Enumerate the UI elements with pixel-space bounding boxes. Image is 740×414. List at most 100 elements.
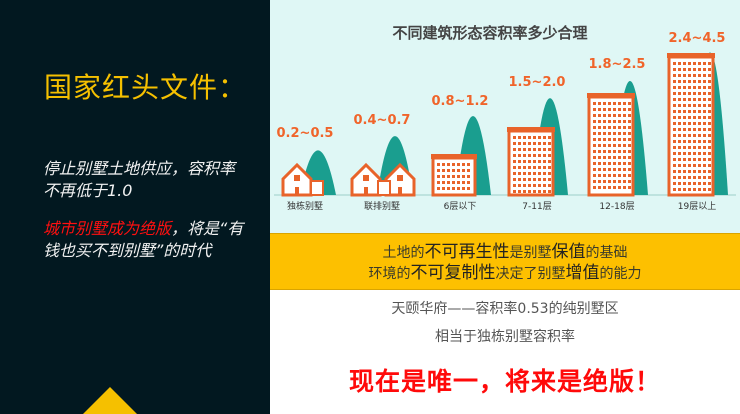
window — [693, 80, 696, 83]
project-note-2: 相当于独栋别墅容积率 — [435, 329, 575, 345]
window — [523, 142, 526, 145]
window — [533, 190, 536, 193]
window — [618, 102, 621, 105]
window — [678, 110, 681, 113]
window — [708, 170, 711, 173]
window — [693, 182, 696, 185]
window — [603, 102, 606, 105]
window — [462, 169, 465, 172]
window — [452, 169, 455, 172]
window — [698, 152, 701, 155]
window — [598, 144, 601, 147]
window — [452, 187, 455, 190]
window — [693, 140, 696, 143]
window — [523, 160, 526, 163]
window — [703, 158, 706, 161]
window — [683, 158, 686, 161]
band-text: 土地的 — [382, 245, 425, 261]
window — [678, 104, 681, 107]
window — [618, 168, 621, 171]
window — [703, 176, 706, 179]
column-0: 0.2~0.5 独栋别墅 — [277, 126, 336, 212]
window — [693, 128, 696, 131]
window — [442, 181, 445, 184]
window — [613, 114, 616, 117]
window — [673, 140, 676, 143]
window — [623, 132, 626, 135]
window — [397, 175, 403, 181]
window — [543, 142, 546, 145]
window — [698, 128, 701, 131]
window — [678, 182, 681, 185]
building-type-label: 独栋别墅 — [287, 200, 323, 212]
window — [518, 148, 521, 151]
band-emphasis: 不可再生性 — [424, 242, 510, 262]
window — [698, 122, 701, 125]
window — [437, 175, 440, 178]
window — [513, 178, 516, 181]
window — [608, 174, 611, 177]
window — [708, 62, 711, 65]
window — [703, 110, 706, 113]
window — [457, 175, 460, 178]
highlight-text: 城市别墅成为绝版 — [43, 219, 172, 238]
window — [613, 186, 616, 189]
window — [457, 163, 460, 166]
window — [673, 170, 676, 173]
window — [683, 98, 686, 101]
window — [693, 98, 696, 101]
window — [683, 182, 686, 185]
window — [523, 148, 526, 151]
window — [513, 166, 516, 169]
window — [462, 163, 465, 166]
window — [628, 150, 631, 153]
window — [688, 86, 691, 89]
window — [548, 190, 551, 193]
window — [623, 108, 626, 111]
window — [518, 184, 521, 187]
window — [467, 181, 470, 184]
window — [678, 152, 681, 155]
window — [598, 162, 601, 165]
window — [673, 104, 676, 107]
window — [618, 144, 621, 147]
window — [693, 116, 696, 119]
window — [623, 102, 626, 105]
window — [708, 92, 711, 95]
window — [703, 86, 706, 89]
window — [608, 138, 611, 141]
band-text: 的基础 — [585, 245, 628, 261]
window — [683, 116, 686, 119]
window — [533, 142, 536, 145]
window — [518, 154, 521, 157]
window — [543, 154, 546, 157]
window — [618, 156, 621, 159]
window — [513, 142, 516, 145]
window — [593, 108, 596, 111]
window — [613, 156, 616, 159]
window — [513, 184, 516, 187]
window — [613, 132, 616, 135]
window — [673, 134, 676, 137]
window — [608, 162, 611, 165]
window — [603, 114, 606, 117]
window — [708, 158, 711, 161]
window — [623, 174, 626, 177]
window — [462, 175, 465, 178]
band-line-1: 土地的不可再生性是别墅保值的基础 — [270, 242, 740, 263]
window — [528, 136, 531, 139]
window — [698, 158, 701, 161]
window — [628, 180, 631, 183]
window — [593, 102, 596, 105]
window — [442, 169, 445, 172]
window — [623, 168, 626, 171]
window — [528, 172, 531, 175]
window — [688, 104, 691, 107]
window — [603, 156, 606, 159]
window — [523, 136, 526, 139]
window — [598, 126, 601, 129]
window — [693, 92, 696, 95]
window — [688, 134, 691, 137]
window — [603, 168, 606, 171]
band-line-2: 环境的不可复制性决定了别墅增值的能力 — [270, 263, 740, 284]
